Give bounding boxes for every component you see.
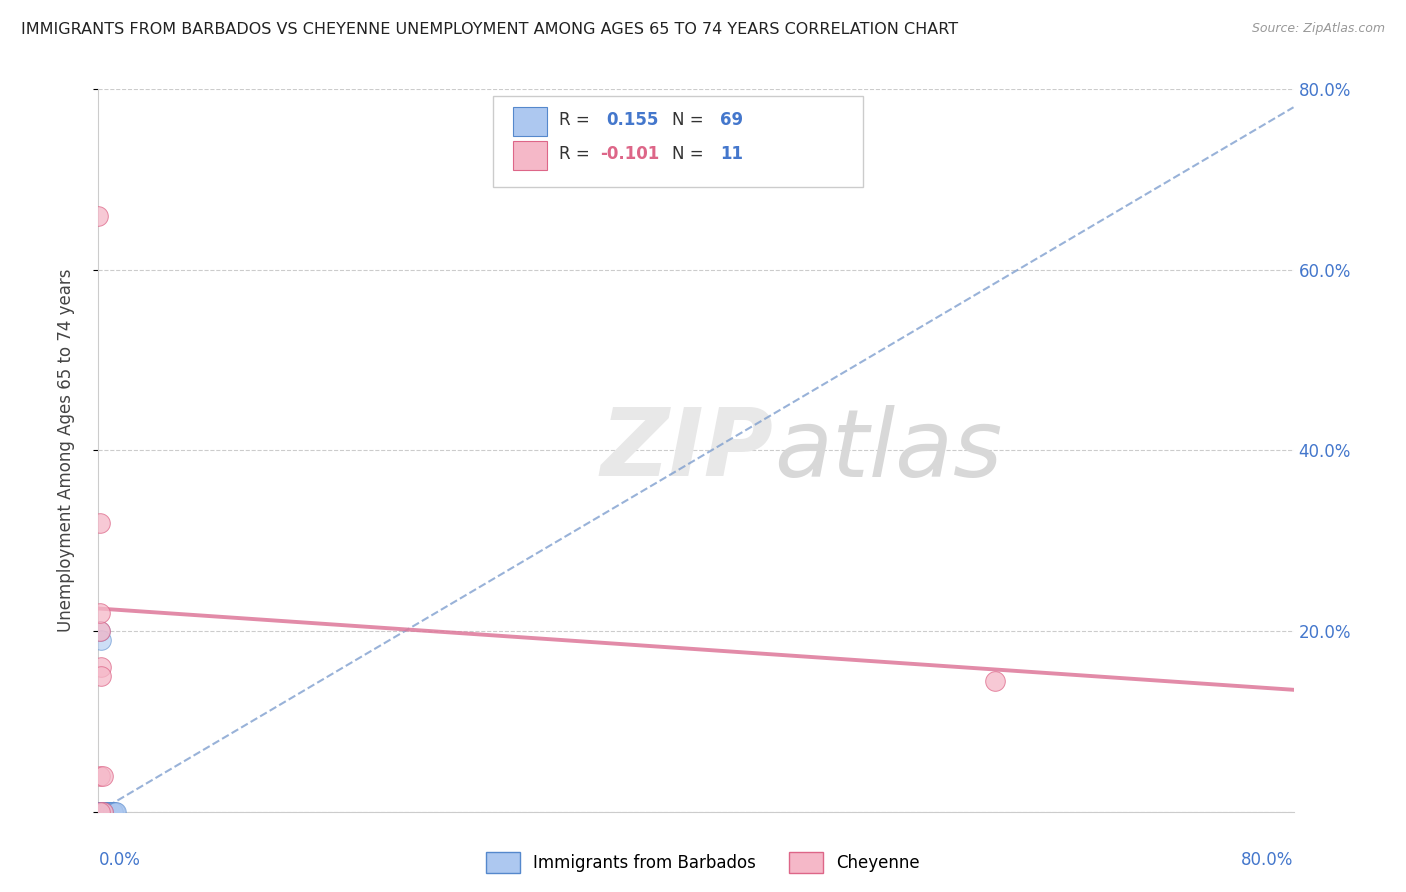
Text: R =: R =: [558, 112, 595, 129]
Point: [89, 805, 111, 819]
Point: [90, 805, 112, 819]
Point: [94, 805, 117, 819]
Point: [91, 805, 114, 819]
Point: [89, 805, 111, 819]
Point: [89, 805, 111, 819]
Text: Source: ZipAtlas.com: Source: ZipAtlas.com: [1251, 22, 1385, 36]
Point: [89, 805, 111, 819]
Point: [89, 516, 111, 530]
Point: [90, 669, 112, 683]
Point: [91, 805, 114, 819]
Point: [89, 606, 111, 620]
Point: [91, 769, 114, 783]
Point: [89, 805, 111, 819]
Point: [87, 805, 110, 819]
Point: [91, 805, 114, 819]
Point: [93, 805, 115, 819]
Point: [87, 805, 110, 819]
Point: [89, 805, 111, 819]
Point: [87, 805, 110, 819]
Point: [103, 805, 125, 819]
Point: [89, 805, 111, 819]
Point: [89, 624, 111, 639]
Text: 69: 69: [720, 112, 742, 129]
Point: [91, 805, 114, 819]
Point: [90, 805, 112, 819]
Point: [90, 805, 112, 819]
Point: [89, 805, 111, 819]
Text: -0.101: -0.101: [600, 145, 659, 163]
Point: [89, 805, 111, 819]
Point: [89, 805, 111, 819]
Point: [89, 805, 111, 819]
Text: IMMIGRANTS FROM BARBADOS VS CHEYENNE UNEMPLOYMENT AMONG AGES 65 TO 74 YEARS CORR: IMMIGRANTS FROM BARBADOS VS CHEYENNE UNE…: [21, 22, 959, 37]
Point: [89, 624, 111, 639]
Legend: Immigrants from Barbados, Cheyenne: Immigrants from Barbados, Cheyenne: [479, 846, 927, 880]
Point: [91, 805, 114, 819]
Text: atlas: atlas: [773, 405, 1002, 496]
Point: [89, 805, 111, 819]
Point: [87, 805, 110, 819]
Point: [89, 805, 111, 819]
FancyBboxPatch shape: [494, 96, 863, 186]
Point: [105, 805, 128, 819]
Point: [87, 805, 110, 819]
Point: [97, 805, 120, 819]
Point: [90, 805, 112, 819]
Point: [96, 805, 118, 819]
Point: [91, 805, 114, 819]
Point: [103, 805, 125, 819]
FancyBboxPatch shape: [513, 141, 547, 170]
Point: [87, 805, 110, 819]
Point: [90, 805, 112, 819]
Point: [90, 805, 112, 819]
Point: [93, 805, 115, 819]
Point: [87, 805, 110, 819]
Text: R =: R =: [558, 145, 595, 163]
Point: [89, 769, 111, 783]
Y-axis label: Unemployment Among Ages 65 to 74 years: Unemployment Among Ages 65 to 74 years: [56, 268, 75, 632]
Point: [87, 805, 110, 819]
FancyBboxPatch shape: [513, 107, 547, 136]
Point: [93, 805, 115, 819]
Text: 0.0%: 0.0%: [98, 852, 141, 870]
Point: [98, 805, 122, 819]
Point: [89, 805, 111, 819]
Point: [90, 805, 112, 819]
Point: [96, 805, 118, 819]
Point: [89, 805, 111, 819]
Point: [90, 805, 112, 819]
Point: [94, 805, 117, 819]
Point: [97, 805, 120, 819]
Point: [90, 805, 112, 819]
Point: [87, 209, 110, 223]
Point: [101, 805, 124, 819]
Text: N =: N =: [672, 112, 709, 129]
Point: [87, 805, 110, 819]
Point: [91, 805, 114, 819]
Point: [89, 805, 111, 819]
Point: [89, 805, 111, 819]
Point: [91, 805, 114, 819]
Point: [91, 805, 114, 819]
Point: [89, 805, 111, 819]
Text: 0.155: 0.155: [606, 112, 659, 129]
Point: [104, 805, 127, 819]
Point: [87, 805, 110, 819]
Point: [89, 805, 111, 819]
Point: [984, 673, 1007, 688]
Point: [93, 805, 115, 819]
Text: 11: 11: [720, 145, 742, 163]
Point: [90, 660, 112, 674]
Text: N =: N =: [672, 145, 709, 163]
Text: ZIP: ZIP: [600, 404, 773, 497]
Point: [89, 805, 111, 819]
Point: [91, 805, 114, 819]
Point: [90, 805, 112, 819]
Point: [91, 805, 114, 819]
Point: [91, 805, 114, 819]
Point: [90, 633, 112, 648]
Text: 80.0%: 80.0%: [1241, 852, 1294, 870]
Point: [89, 805, 111, 819]
